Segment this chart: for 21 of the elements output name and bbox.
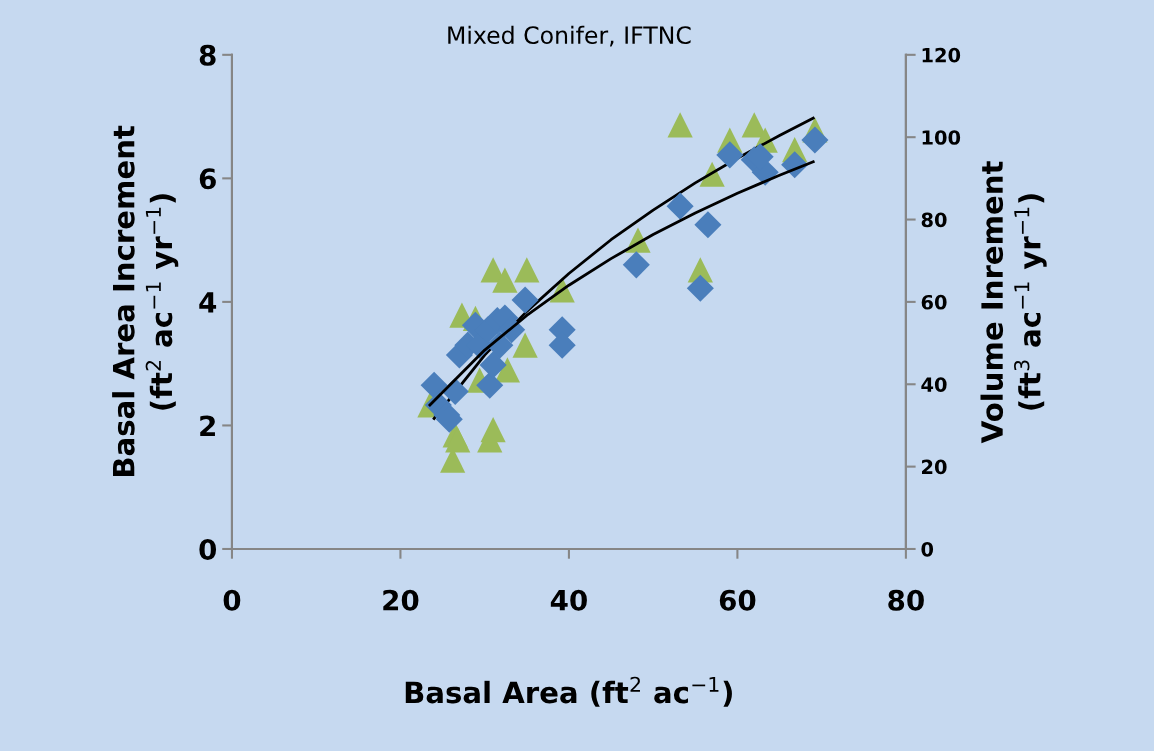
x-tick-label: 20 [383,589,419,611]
y-tick-label: 8 [199,44,216,66]
y2-tick-label: 0 [921,541,934,557]
y-tick-label: 4 [199,292,217,313]
y-tick-label: 0 [199,538,217,560]
y2-tick-label: 80 [921,212,947,228]
x-axis-title: Basal Area (ft$^{2}$ ac$^{−1}$) [405,676,732,707]
x-tick-label: 80 [888,589,924,611]
y2-tick-label: 60 [921,294,947,310]
y-axis-title: Basal Area Increment (ft$^{2}$ ac$^{−1}$ yr$^{−1}$) [112,125,179,477]
y2-axis-title: Volume Inrement (ft$^{3}$ ac$^{−1}$ yr$^{−1}$) [980,161,1047,444]
y-tick-label: 6 [199,168,216,190]
y-tick-label: 2 [200,415,215,436]
y2-tick-label: 100 [922,130,961,145]
y2-tick-label: 40 [921,377,947,392]
x-tick-label: 40 [550,589,587,611]
x-tick-label: 0 [223,589,241,611]
x-tick-label: 60 [719,589,756,611]
y2-tick-label: 20 [922,459,947,475]
y2-tick-label: 120 [922,47,961,63]
chart-title: Mixed Conifer, IFTNC [448,25,691,47]
